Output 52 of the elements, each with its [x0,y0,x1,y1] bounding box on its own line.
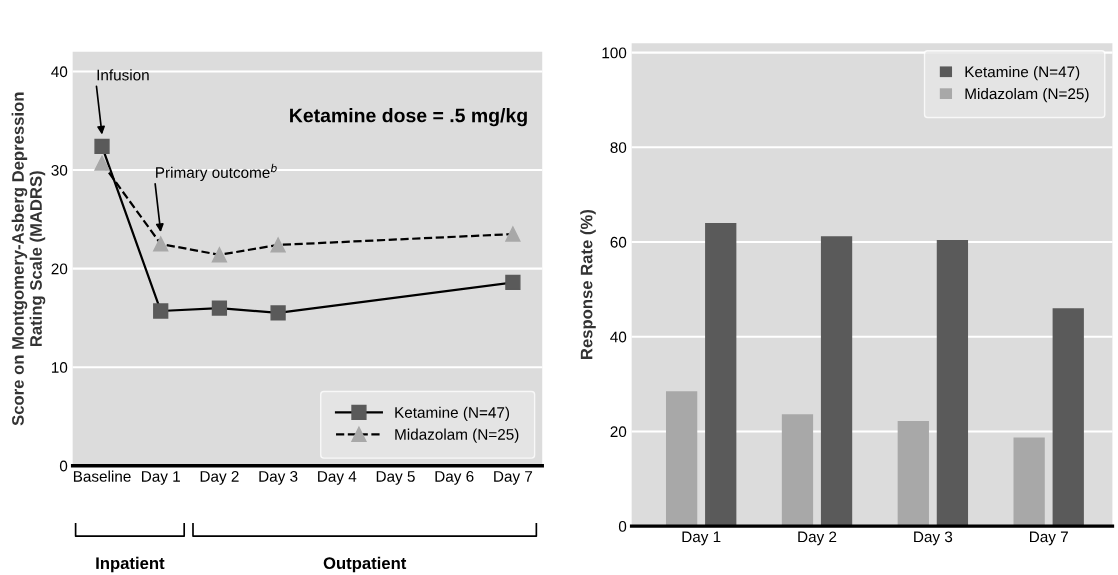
x-tick-label: Day 2 [798,531,837,546]
point [211,247,228,263]
annotation: Infusion [97,69,149,81]
point [270,237,286,253]
y-tick-label: 0 [618,520,627,532]
y-tick-label: 60 [610,236,627,248]
x-tick-label: Day 5 [376,471,415,485]
legend-label: Ketamine (N=47) [965,66,1080,81]
bar [897,421,929,527]
y-axis-title: Response Rate (%) [580,209,596,359]
x-tick-label: Day 3 [914,531,953,546]
bar [936,240,969,527]
y-tick-label: 100 [602,47,627,59]
y-tick-label: 80 [610,142,627,153]
legend-label: Midazolam (N=25) [965,87,1089,103]
x-tick-label: Day 1 [682,531,721,546]
annotation: Ketamine dose = .5 mg/kg [290,108,527,127]
text: Outpatient [323,556,407,573]
bar [1013,437,1045,527]
y-tick-label: 0 [59,460,68,472]
point [505,226,521,242]
point [94,138,110,155]
annotation: Primary outcome$^{b}$ [156,163,277,182]
point [153,303,169,319]
legend-label: Ketamine (N=47) [395,406,510,421]
point [505,274,521,291]
x-tick-label: Day 6 [435,471,474,485]
x-tick-label: Baseline [73,470,131,482]
legend-label: Midazolam (N=25) [395,428,519,443]
text: Inpatient [96,556,165,573]
point [270,305,286,321]
bar [781,414,814,527]
y-tick-label: 10 [51,362,68,373]
point [211,300,228,316]
bar [705,223,737,527]
bar [665,391,698,527]
x-tick-label: Day 7 [1030,531,1068,546]
x-tick-label: Day 7 [494,471,533,485]
x-tick-label: Day 2 [200,471,239,485]
y-tick-label: 40 [51,66,68,78]
y-tick-label: 40 [610,331,627,343]
y-tick-label: 30 [51,164,68,176]
y-axis-title: Score on Montgomery-Asberg Depression Rating Scale (MADRS) [11,92,46,426]
bar [820,236,853,527]
y-tick-label: 20 [610,426,627,438]
x-tick-label: Day 1 [142,471,180,485]
y-tick-label: 20 [51,263,68,275]
point [94,155,110,171]
x-tick-label: Day 4 [318,471,357,485]
x-tick-label: Day 3 [259,471,298,485]
point [153,236,169,252]
bar [1052,308,1084,527]
